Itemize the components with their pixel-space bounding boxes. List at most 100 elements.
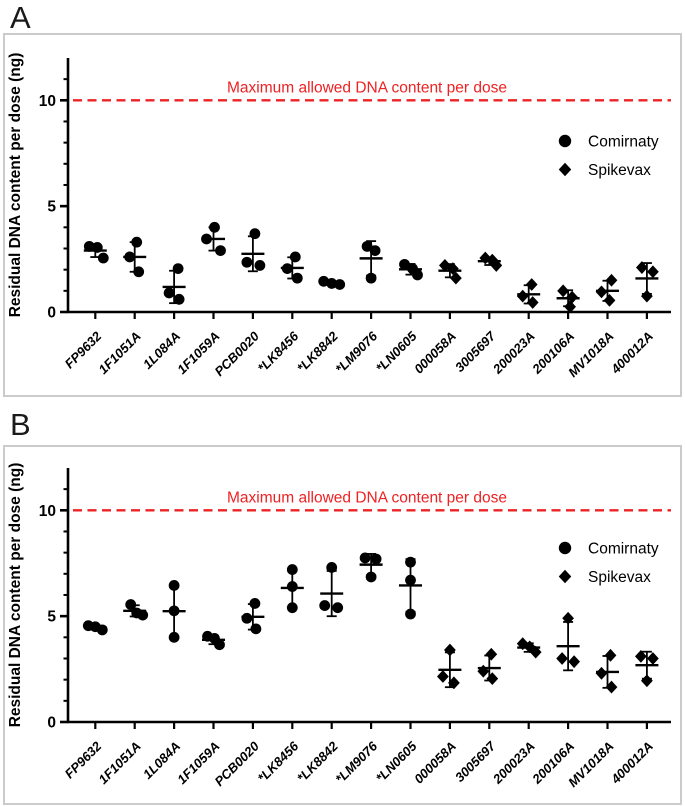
data-point-diamond [647,265,659,279]
data-point-circle [281,263,293,275]
data-point-diamond [485,647,498,661]
legend-spikevax-label: Spikevax [588,569,651,586]
x-category-label: 1F1051A [95,739,143,787]
data-point-diamond [564,300,576,314]
data-point-circle [173,293,185,305]
data-point-diamond [557,284,569,298]
data-point-diamond [444,643,456,657]
data-point-diamond [526,296,539,309]
y-tick-label: 0 [47,305,56,322]
y-tick-label: 5 [47,199,56,216]
data-point-circle [286,564,298,575]
data-point-circle [168,605,180,617]
data-point-circle [326,278,338,289]
y-tick-label: 10 [39,93,56,110]
data-point-circle [209,221,220,233]
data-point-circle [97,252,109,264]
data-point-circle [91,242,103,253]
data-point-diamond [636,261,648,274]
y-tick-label: 5 [47,609,56,626]
data-point-diamond [647,652,659,665]
data-point-circle [365,272,377,284]
x-category-label: PCB0020 [212,738,263,789]
data-point-diamond [635,649,647,663]
legend-diamond-icon [558,162,572,177]
y-tick-label: 0 [47,715,56,732]
data-point-circle [332,602,344,614]
data-point-circle [249,598,261,609]
data-point-circle [201,233,212,245]
data-point-circle [215,245,226,257]
data-point-diamond [605,680,618,694]
data-point-circle [96,624,108,636]
data-point-circle [241,256,253,268]
data-point-diamond [525,278,538,291]
data-point-circle [405,608,416,620]
x-category-label: 200023A [489,739,538,788]
data-point-circle [172,263,184,275]
data-point-diamond [641,674,653,688]
data-point-diamond [486,253,499,267]
x-category-label: *LK8456 [255,328,302,375]
data-point-circle [291,272,303,284]
x-category-label: *LM9076 [332,738,380,786]
data-point-diamond [605,273,618,287]
x-category-label: PCB0020 [212,328,263,379]
panel-b-frame: 0 5 10 Residual DNA content per dose (ng) FP… [3,445,682,805]
x-category-label: *LM9076 [332,328,380,376]
data-point-circle [249,228,261,240]
data-point-diamond [595,285,608,299]
panel-a-label: A [10,0,31,35]
data-point-diamond [490,259,503,272]
data-point-circle [334,279,346,290]
data-point-circle [399,258,410,270]
data-point-circle [133,266,145,278]
threshold-label: Maximum allowed DNA content per dose [227,79,507,96]
x-category-label: 000058A [411,739,459,787]
data-point-circle [125,599,137,610]
x-category-label: 200023A [489,329,538,378]
x-category-label: 400012A [607,739,656,788]
data-point-circle [326,562,338,573]
x-category-label: 1F1051A [95,329,143,377]
data-point-circle [370,553,382,565]
y-axis-title: Residual DNA content per dose (ng) [7,463,24,728]
data-point-circle [131,236,143,248]
y-tick-label: 10 [39,503,56,520]
data-point-diamond [516,289,529,303]
data-point-diamond [556,652,568,665]
data-point-circle [405,574,416,586]
data-point-circle [319,600,331,611]
data-point-circle [214,639,225,651]
data-point-diamond [477,664,490,678]
data-point-diamond [516,637,529,651]
legend-comirnaty-label: Comirnaty [588,134,659,151]
data-point-diamond [479,251,492,265]
data-point-circle [359,552,371,564]
data-point-diamond [486,672,499,686]
data-point-diamond [523,640,536,654]
legend-circle-icon [558,541,572,555]
data-point-circle [289,251,301,263]
x-category-label: 000058A [411,329,459,377]
data-point-circle [241,612,253,624]
data-point-diamond [529,645,542,659]
data-point-circle [168,631,180,643]
threshold-label: Maximum allowed DNA content per dose [227,489,507,506]
data-point-circle [405,556,416,568]
data-point-diamond [641,289,653,303]
data-point-diamond [595,666,608,680]
legend-circle-icon [558,134,572,148]
panel-b-label: B [10,407,31,442]
data-point-circle [412,269,423,281]
data-point-diamond [603,293,616,307]
x-category-label: 400012A [607,329,656,378]
data-point-diamond [448,676,460,690]
legend-comirnaty-label: Comirnaty [588,541,659,558]
data-point-circle [83,240,95,252]
data-point-diamond [437,670,449,683]
data-point-circle [365,571,377,583]
data-point-circle [286,581,298,592]
